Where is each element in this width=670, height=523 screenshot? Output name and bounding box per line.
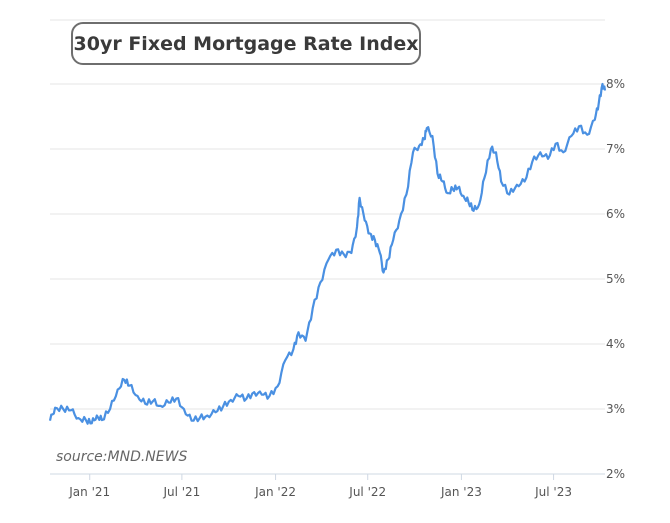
x-tick-label: Jan '23 — [440, 485, 482, 499]
x-tick-label: Jul '22 — [348, 485, 386, 499]
source-label: source:MND.NEWS — [56, 449, 188, 465]
y-tick-label: 2% — [606, 467, 625, 481]
x-axis-ticks: Jan '21 Jul '21 Jan '22 Jul '22 Jan '23 Jul '… — [68, 474, 572, 499]
y-tick-label: 4% — [606, 337, 625, 351]
x-tick-label: Jan '21 — [68, 485, 110, 499]
y-tick-label: 6% — [606, 207, 625, 221]
x-tick-label: Jul '21 — [162, 485, 200, 499]
chart-title: 30yr Fixed Mortgage Rate Index — [71, 22, 421, 65]
y-axis-ticks: 2% 3% 4% 5% 6% 7% 8% — [606, 77, 625, 481]
y-tick-label: 8% — [606, 77, 625, 91]
y-tick-label: 5% — [606, 272, 625, 286]
y-tick-label: 3% — [606, 402, 625, 416]
x-tick-label: Jul '23 — [534, 485, 572, 499]
x-tick-label: Jan '22 — [254, 485, 296, 499]
grid-lines — [50, 19, 605, 475]
rate-series-line — [48, 82, 607, 425]
y-tick-label: 7% — [606, 142, 625, 156]
